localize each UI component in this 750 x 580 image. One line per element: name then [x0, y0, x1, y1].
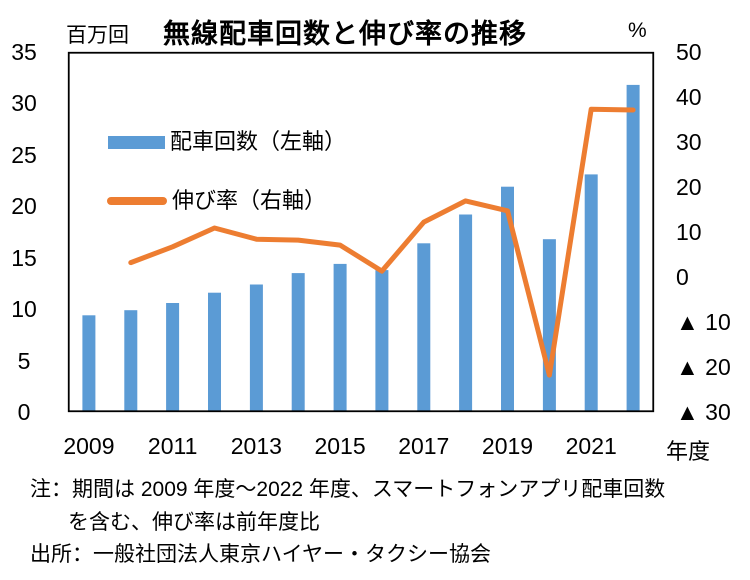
bar-2021	[584, 174, 598, 412]
bar-2009	[82, 315, 96, 412]
legend-line-swatch-icon	[107, 197, 167, 205]
bar-2013	[249, 284, 263, 412]
right-tick-50: 50	[676, 39, 702, 65]
legend-bar-label: 配車回数（左軸）	[170, 129, 347, 154]
left-tick-20: 20	[11, 193, 37, 220]
bar-2012	[208, 292, 221, 412]
bar-2019	[501, 186, 514, 412]
bar-2018	[459, 214, 473, 412]
left-axis-unit-label: 百万回	[66, 24, 129, 47]
bar-2017	[417, 243, 431, 412]
right-tick--10: ▲ 10	[676, 309, 731, 335]
left-tick-35: 35	[11, 39, 37, 65]
plot-border	[67, 51, 655, 413]
x-tick-2013: 2013	[230, 433, 282, 459]
source-line: 出所：一般社団法人東京ハイヤー・タクシー協会	[30, 543, 491, 566]
bar-2016	[375, 270, 389, 412]
left-tick-5: 5	[17, 347, 31, 374]
right-tick--20: ▲ 20	[676, 354, 731, 380]
x-tick-2017: 2017	[398, 433, 450, 459]
right-tick-20: 20	[676, 174, 702, 200]
right-tick-40: 40	[676, 84, 702, 110]
left-tick-25: 25	[11, 141, 37, 168]
left-tick-0: 0	[17, 399, 31, 425]
left-tick-30: 30	[11, 90, 37, 117]
bar-2014	[291, 273, 305, 412]
x-tick-2009: 2009	[63, 433, 115, 459]
bar-2020	[542, 239, 556, 412]
chart-title: 無線配車回数と伸び率の推移	[163, 19, 527, 49]
x-axis-unit-label: 年度	[666, 439, 711, 464]
bar-2010	[124, 310, 138, 412]
bar-2015	[333, 263, 347, 412]
legend-item-bars: 配車回数（左軸）	[108, 129, 346, 155]
right-tick-10: 10	[676, 219, 702, 245]
bar-2022	[626, 84, 640, 413]
note-line-2: を含む、伸び率は前年度比	[68, 511, 320, 534]
x-tick-2021: 2021	[565, 433, 617, 459]
x-tick-2015: 2015	[314, 433, 366, 459]
right-axis-unit-label: %	[628, 19, 647, 42]
growth-rate-line	[128, 106, 636, 378]
x-tick-2011: 2011	[147, 433, 198, 459]
legend-line-label: 伸び率（右軸）	[172, 188, 327, 213]
left-tick-15: 15	[11, 244, 37, 271]
note-line-1: 注：期間は 2009 年度～2022 年度、スマートフォンアプリ配車回数	[30, 478, 666, 501]
x-tick-2019: 2019	[481, 433, 534, 459]
legend-item-line: 伸び率（右軸）	[107, 188, 326, 214]
right-tick-0: 0	[676, 264, 689, 290]
right-tick--30: ▲ 30	[676, 399, 731, 425]
left-tick-10: 10	[11, 296, 37, 323]
right-tick-30: 30	[676, 129, 702, 155]
bar-2011	[166, 303, 180, 412]
legend-bar-swatch-icon	[108, 135, 165, 149]
